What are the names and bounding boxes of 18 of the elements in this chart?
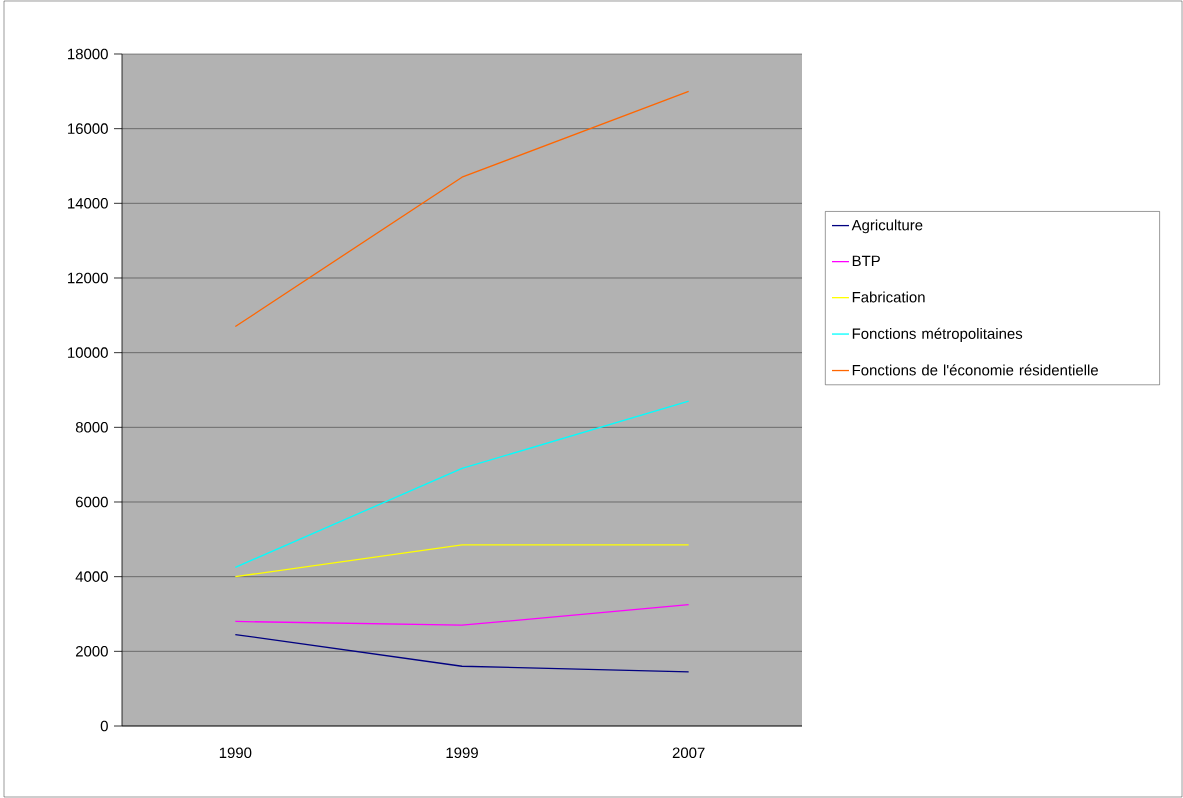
x-tick-label: 1999 [446, 747, 478, 759]
y-tick-label: 2000 [75, 646, 108, 657]
x-tick-label: 1990 [219, 747, 252, 759]
y-tick-label: 18000 [68, 48, 108, 60]
y-tick-label: 14000 [68, 198, 108, 209]
y-tick-label: 12000 [68, 272, 108, 284]
legend-label: BTP [852, 255, 880, 267]
y-tick-label: 16000 [68, 123, 108, 134]
legend-label: Agriculture [851, 219, 923, 234]
y-tick-label: 8000 [75, 422, 108, 433]
legend-label: Fonctions métropolitaines [852, 327, 1023, 342]
y-tick-label: 4000 [75, 571, 108, 582]
y-tick-label: 10000 [68, 347, 108, 358]
legend-label: Fabrication [852, 291, 925, 303]
x-tick-label: 2007 [672, 747, 705, 759]
legend-label: Fonctions de l'économie résidentielle [852, 364, 1098, 376]
y-tick-label: 6000 [76, 496, 108, 508]
y-tick-label: 0 [100, 720, 108, 732]
